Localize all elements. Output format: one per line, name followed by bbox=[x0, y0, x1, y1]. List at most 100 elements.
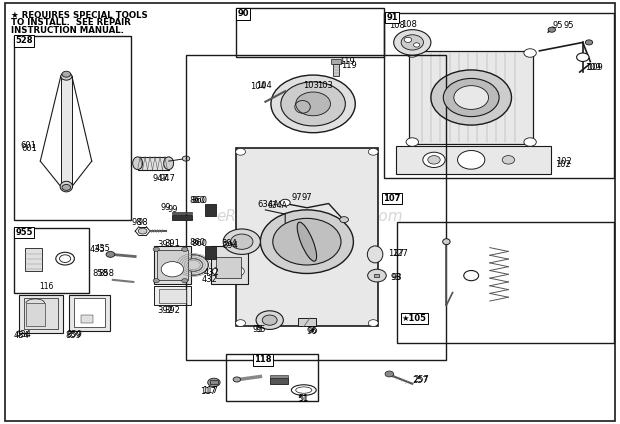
Circle shape bbox=[231, 234, 253, 249]
Text: 91: 91 bbox=[386, 13, 398, 22]
Text: 391: 391 bbox=[157, 240, 174, 249]
Circle shape bbox=[153, 279, 159, 283]
Circle shape bbox=[423, 152, 445, 167]
Text: ★ REQUIRES SPECIAL TOOLS: ★ REQUIRES SPECIAL TOOLS bbox=[11, 11, 148, 20]
Bar bbox=[154, 246, 191, 284]
Text: 392: 392 bbox=[164, 306, 180, 315]
Text: 103: 103 bbox=[303, 81, 319, 90]
Text: 947: 947 bbox=[152, 173, 168, 183]
Text: 102: 102 bbox=[555, 160, 571, 169]
Text: 95: 95 bbox=[553, 21, 563, 30]
Text: 394: 394 bbox=[221, 239, 237, 248]
Bar bbox=[186, 55, 446, 360]
Circle shape bbox=[138, 228, 147, 234]
Circle shape bbox=[404, 37, 412, 42]
Circle shape bbox=[428, 156, 440, 164]
Circle shape bbox=[208, 378, 220, 387]
Circle shape bbox=[182, 156, 190, 161]
Text: 108: 108 bbox=[389, 21, 405, 30]
Text: 95: 95 bbox=[564, 21, 574, 30]
Circle shape bbox=[524, 49, 536, 57]
Circle shape bbox=[280, 199, 290, 206]
Bar bbox=[333, 64, 339, 76]
Ellipse shape bbox=[367, 246, 383, 263]
Bar bbox=[157, 250, 188, 280]
Text: 51: 51 bbox=[299, 394, 309, 403]
Text: 127: 127 bbox=[392, 249, 408, 258]
Bar bbox=[14, 228, 89, 293]
Bar bbox=[69, 295, 110, 331]
Text: 859: 859 bbox=[66, 330, 82, 340]
Text: 95: 95 bbox=[255, 325, 265, 335]
Circle shape bbox=[271, 75, 355, 133]
Bar bbox=[396, 146, 551, 174]
Text: 107: 107 bbox=[383, 194, 401, 203]
Circle shape bbox=[213, 266, 228, 276]
Circle shape bbox=[161, 262, 184, 277]
Circle shape bbox=[182, 279, 188, 283]
Text: 118: 118 bbox=[254, 355, 272, 364]
Text: ★105: ★105 bbox=[402, 313, 427, 323]
Text: 601: 601 bbox=[22, 144, 38, 153]
Text: 103: 103 bbox=[317, 81, 334, 90]
Bar bbox=[205, 246, 216, 259]
Bar bbox=[19, 295, 63, 333]
Text: 435: 435 bbox=[94, 243, 110, 253]
Circle shape bbox=[260, 210, 353, 273]
Text: 104: 104 bbox=[250, 82, 266, 92]
Circle shape bbox=[368, 269, 386, 282]
Bar bbox=[172, 212, 192, 214]
Bar bbox=[374, 274, 379, 277]
Text: 108: 108 bbox=[401, 20, 417, 29]
Text: 98: 98 bbox=[131, 218, 142, 227]
Bar bbox=[236, 148, 378, 326]
Bar bbox=[210, 380, 218, 384]
Ellipse shape bbox=[179, 255, 208, 275]
Text: INSTRUCTION MANUAL.: INSTRUCTION MANUAL. bbox=[11, 26, 124, 35]
Bar bbox=[159, 289, 186, 303]
Text: 860: 860 bbox=[189, 195, 205, 205]
Text: 634A: 634A bbox=[257, 200, 279, 209]
Ellipse shape bbox=[233, 377, 241, 382]
Ellipse shape bbox=[184, 259, 203, 271]
Circle shape bbox=[394, 30, 431, 55]
Bar bbox=[81, 315, 93, 323]
Bar bbox=[25, 248, 42, 271]
Circle shape bbox=[62, 184, 71, 190]
Text: 96: 96 bbox=[306, 327, 317, 336]
Text: 947: 947 bbox=[159, 174, 175, 184]
Bar bbox=[409, 51, 533, 144]
Text: 99: 99 bbox=[167, 205, 177, 215]
Ellipse shape bbox=[133, 157, 143, 170]
Circle shape bbox=[524, 138, 536, 146]
Circle shape bbox=[281, 82, 345, 126]
Text: 391: 391 bbox=[164, 239, 180, 248]
Text: 392: 392 bbox=[157, 306, 174, 315]
Circle shape bbox=[385, 371, 394, 377]
Bar bbox=[384, 13, 614, 178]
Text: 257: 257 bbox=[414, 375, 430, 384]
Text: TO INSTALL.  SEE REPAIR: TO INSTALL. SEE REPAIR bbox=[11, 18, 131, 27]
Text: 601: 601 bbox=[20, 141, 37, 150]
Bar bbox=[154, 286, 191, 305]
Bar bbox=[205, 204, 216, 216]
Ellipse shape bbox=[60, 181, 73, 192]
Bar bbox=[138, 157, 169, 170]
Bar bbox=[226, 354, 318, 401]
Bar bbox=[397, 222, 614, 343]
Circle shape bbox=[106, 251, 115, 257]
Text: 116: 116 bbox=[39, 282, 54, 291]
Bar bbox=[74, 298, 105, 327]
Text: 858: 858 bbox=[99, 269, 115, 278]
Circle shape bbox=[223, 229, 260, 254]
Text: 95: 95 bbox=[252, 325, 262, 335]
Text: 117: 117 bbox=[200, 387, 216, 396]
Circle shape bbox=[368, 320, 378, 326]
Bar bbox=[61, 76, 72, 187]
Text: 859: 859 bbox=[65, 331, 81, 340]
Text: 93: 93 bbox=[390, 273, 401, 282]
Ellipse shape bbox=[164, 157, 174, 170]
Text: eReplacementParts.com: eReplacementParts.com bbox=[216, 209, 404, 224]
Text: 432: 432 bbox=[204, 268, 220, 277]
Circle shape bbox=[414, 43, 420, 47]
